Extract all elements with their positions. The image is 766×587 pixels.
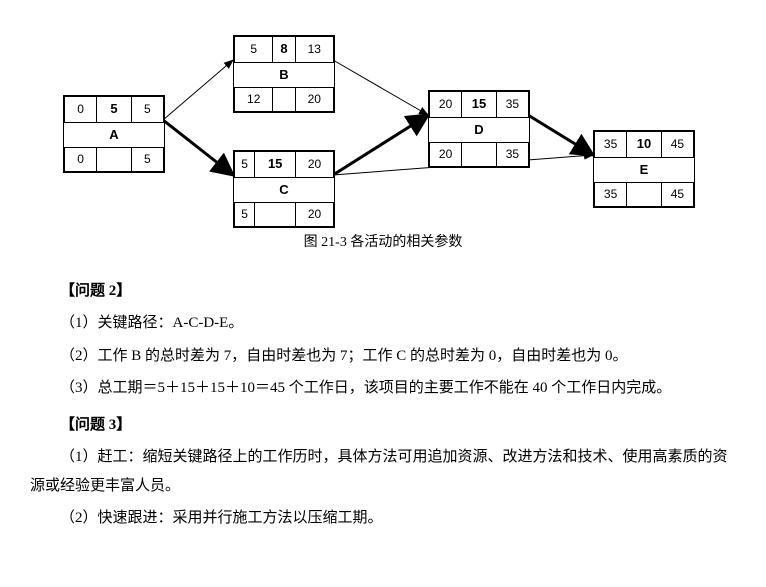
edge-D-E bbox=[528, 115, 593, 155]
activity-node-B: 5813B1220 bbox=[233, 35, 335, 113]
q2-answer-3-text: （3）总工期＝5＋15＋15＋10＝45 个工作日，该项目的主要工作不能在 40… bbox=[60, 380, 671, 396]
edge-C-D bbox=[333, 115, 428, 175]
q3-answer-1-text: （1）赶工：缩短关键路径上的工作历时，具体方法可用追加资源、改进方法和技术、使用… bbox=[30, 449, 728, 494]
q2-answer-2-text: （2）工作 B 的总时差为 7，自由时差也为 7；工作 C 的总时差为 0，自由… bbox=[60, 348, 628, 364]
q2-answer-1: （1）关键路径：A-C-D-E。 bbox=[30, 309, 736, 338]
activity-node-A: 055A05 bbox=[63, 95, 165, 173]
edge-B-D bbox=[333, 60, 428, 115]
q2-heading: 【问题 2】 bbox=[30, 277, 736, 306]
edge-A-B bbox=[163, 60, 233, 120]
q3-answer-1: （1）赶工：缩短关键路径上的工作历时，具体方法可用追加资源、改进方法和技术、使用… bbox=[30, 443, 736, 500]
edge-A-C bbox=[163, 120, 233, 175]
activity-node-D: 201535D2035 bbox=[428, 90, 530, 168]
activity-node-E: 351045E3545 bbox=[593, 130, 695, 208]
q2-answer-2: （2）工作 B 的总时差为 7，自由时差也为 7；工作 C 的总时差为 0，自由… bbox=[30, 342, 736, 371]
q3-answer-2: （2）快速跟进：采用并行施工方法以压缩工期。 bbox=[30, 504, 736, 533]
activity-node-C: 51520C520 bbox=[233, 150, 335, 228]
figure-caption: 图 21-3 各活动的相关参数 bbox=[30, 230, 736, 257]
q2-answer-3: （3）总工期＝5＋15＋15＋10＝45 个工作日，该项目的主要工作不能在 40… bbox=[30, 374, 736, 403]
q3-heading: 【问题 3】 bbox=[30, 411, 736, 440]
activity-network-diagram: 055A055813B122051520C520201535D203535104… bbox=[33, 20, 733, 220]
